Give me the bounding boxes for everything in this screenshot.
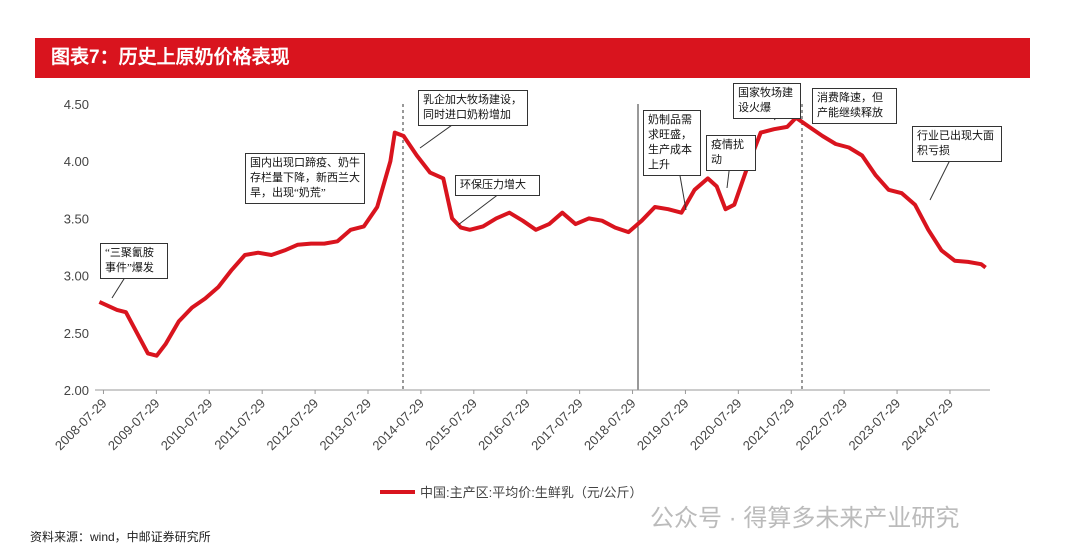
annotation: 国家牧场建设火爆: [733, 83, 801, 119]
header-title: 图表7：历史上原奶价格表现: [35, 38, 1030, 78]
watermark: 公众号 · 得算多未来产业研究: [650, 505, 960, 532]
y-tick-label: 2.50: [64, 326, 89, 341]
annotation: 奶制品需求旺盛，生产成本上升: [643, 110, 701, 176]
line-series: [98, 115, 987, 358]
annotation: “三聚氰胺事件”爆发: [100, 243, 168, 279]
x-tick-label: 2017-07-29: [528, 396, 586, 454]
x-tick-label: 2010-07-29: [158, 396, 216, 454]
annotation: 国内出现口蹄疫、奶牛存栏量下降，新西兰大旱，出现“奶荒”: [245, 153, 365, 204]
x-tick-label: 2021-07-29: [740, 396, 798, 454]
x-tick-label: 2016-07-29: [475, 396, 533, 454]
x-tick-label: 2009-07-29: [105, 396, 163, 454]
x-tick-label: 2011-07-29: [211, 396, 268, 453]
x-tick-label: 2013-07-29: [316, 396, 374, 454]
x-tick-label: 2022-07-29: [793, 396, 851, 454]
x-tick-label: 2018-07-29: [581, 396, 639, 454]
source: 资料来源：wind，中邮证券研究所: [30, 530, 211, 544]
x-tick-label: 2020-07-29: [687, 396, 745, 454]
annotation: 行业已出现大面积亏损: [912, 126, 1002, 162]
callout: [457, 194, 498, 226]
x-tick-label: 2024-07-29: [898, 396, 956, 454]
annotation: 乳企加大牧场建设，同时进口奶粉增加: [418, 90, 528, 126]
y-tick-label: 3.50: [64, 211, 89, 226]
y-tick-label: 3.00: [64, 269, 89, 284]
annotation: 消费降速，但产能继续释放: [812, 88, 897, 124]
y-tick-label: 2.00: [64, 383, 89, 398]
annotation: 环保压力增大: [455, 175, 540, 196]
x-tick-label: 2012-07-29: [264, 396, 322, 454]
annotation: 疫情扰动: [706, 135, 756, 171]
x-tick-label: 2008-07-29: [52, 396, 110, 454]
x-tick-label: 2014-07-29: [369, 396, 427, 454]
x-tick-label: 2015-07-29: [422, 396, 480, 454]
y-tick-label: 4.00: [64, 154, 89, 169]
legend-label: 中国:主产区:平均价:生鲜乳（元/公斤）: [420, 485, 642, 500]
y-tick-label: 4.50: [64, 97, 89, 112]
x-tick-label: 2019-07-29: [634, 396, 692, 454]
x-tick-label: 2023-07-29: [846, 396, 904, 454]
